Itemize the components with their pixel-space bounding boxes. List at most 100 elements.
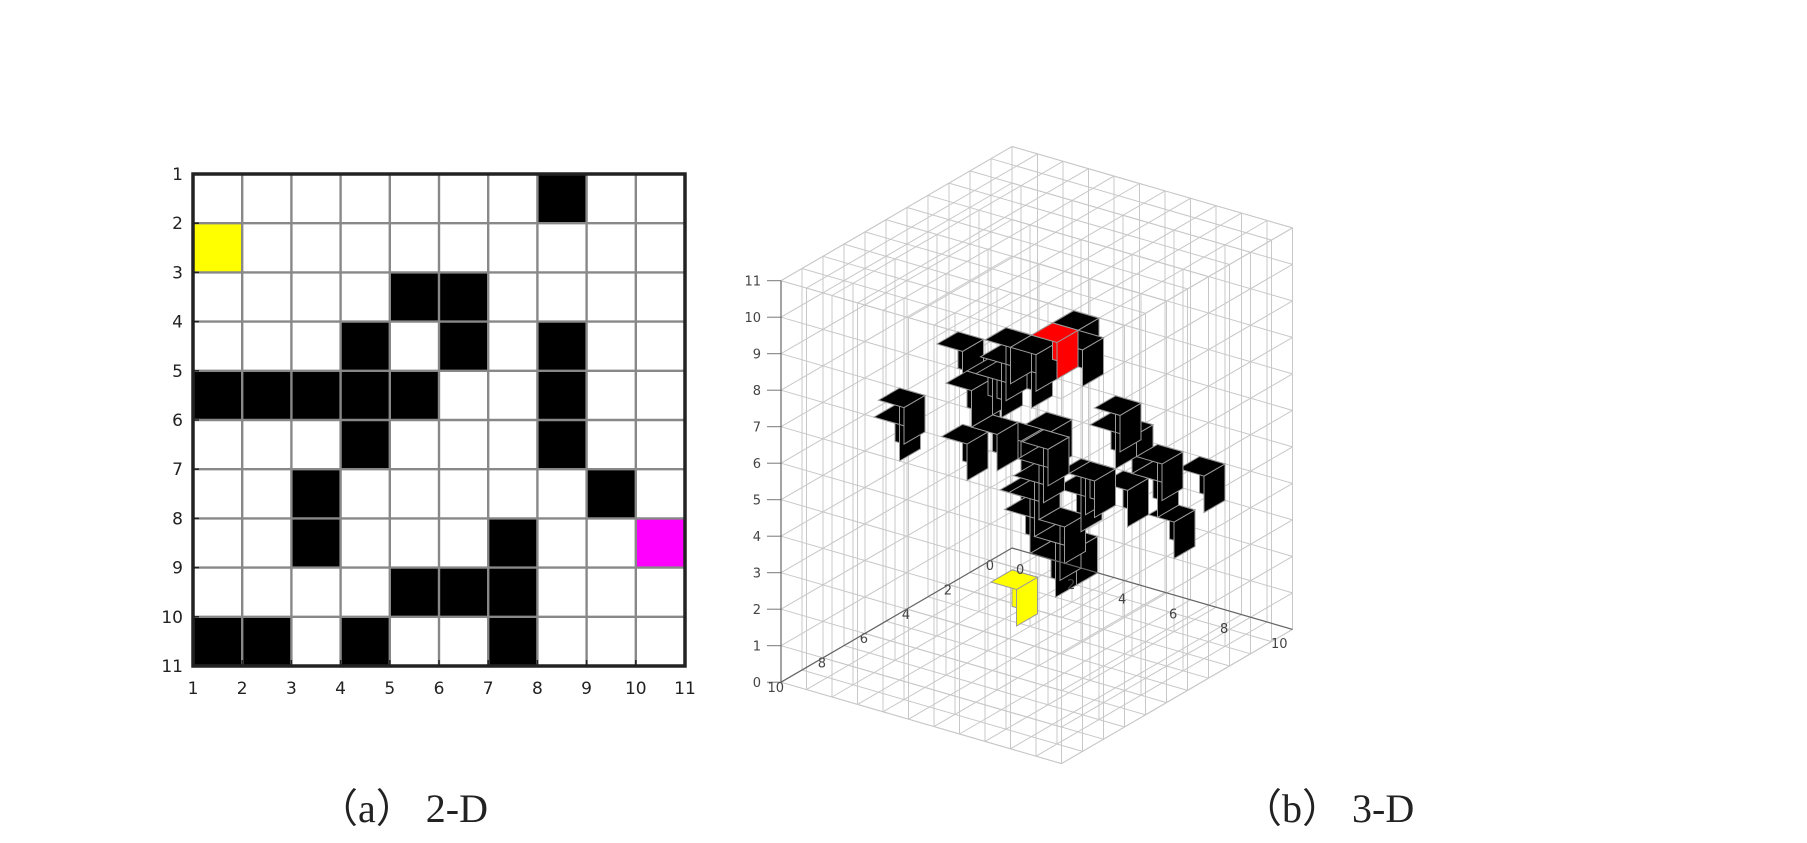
lattice-line: [780, 511, 1013, 647]
lattice-line: [882, 577, 1115, 713]
z-tick-label: 7: [753, 421, 761, 436]
lattice-line: [780, 681, 1062, 765]
lattice-line: [780, 219, 1013, 355]
voxel-face: [989, 569, 1039, 591]
row-tick-label: 3: [172, 263, 183, 283]
obstacle-cell: [340, 616, 390, 666]
voxel-face: [1135, 443, 1185, 465]
z-tick-label: 6: [753, 457, 761, 472]
x-axis-line: [1011, 547, 1293, 630]
y-tick-label: 4: [902, 608, 910, 623]
start-voxel: [989, 569, 1039, 627]
y-tick-label: 10: [767, 681, 784, 696]
obstacle-cell: [291, 518, 341, 568]
x-tick-label: 6: [1169, 607, 1177, 622]
row-tick-label: 4: [172, 313, 183, 333]
obstacle-cell: [488, 616, 538, 666]
lattice-line: [882, 175, 1115, 311]
lattice-line: [1011, 255, 1293, 338]
obstacle-voxel: [1135, 443, 1185, 502]
obstacle-voxel: [970, 414, 1020, 472]
y-tick-label: 0: [986, 559, 994, 574]
goal-cell: [635, 518, 685, 568]
voxel-face: [935, 331, 985, 352]
grid-lines: [193, 174, 685, 666]
voxel-face: [1093, 395, 1143, 416]
obstacle-cell: [537, 321, 587, 371]
lattice-line: [857, 569, 1089, 705]
obstacle-cell: [389, 370, 439, 420]
voxel-cubes: [872, 310, 1227, 627]
lattice-line: [959, 197, 1191, 333]
obstacle-voxel: [877, 387, 927, 445]
lattice-line: [1061, 628, 1293, 765]
caption-3d: （b） 3-D: [1242, 786, 1415, 831]
row-tick-label: 8: [172, 509, 183, 529]
x-tick-label: 0: [1016, 563, 1024, 578]
y-tick-label: 2: [944, 583, 952, 598]
lattice-line: [864, 231, 1146, 314]
obstacle-voxel: [940, 423, 990, 482]
obstacle-cell: [439, 321, 489, 371]
z-tick-label: 5: [753, 494, 761, 509]
lattice-line: [908, 584, 1140, 720]
lattice-line: [780, 499, 1062, 582]
obstacle-cell: [537, 420, 587, 470]
col-tick-label: 8: [532, 679, 543, 699]
obstacle-cell: [488, 567, 538, 617]
z-tick-label: 3: [753, 567, 761, 582]
y-tick-label: 8: [818, 657, 826, 672]
lattice-line: [1011, 146, 1293, 229]
lattice-line: [1061, 519, 1293, 655]
obstacle-cell: [340, 321, 390, 371]
obstacle-cell: [242, 616, 292, 666]
voxel-face: [1030, 322, 1080, 344]
lattice-line: [1035, 621, 1268, 757]
z-tick-label: 4: [753, 530, 761, 545]
col-tick-label: 7: [483, 679, 494, 699]
col-tick-label: 11: [674, 679, 696, 699]
obstacle-voxel: [1093, 395, 1143, 453]
obstacle-voxel: [1009, 334, 1059, 393]
col-tick-label: 4: [335, 679, 346, 699]
lattice-line: [1061, 555, 1293, 692]
lattice-line: [927, 596, 1209, 679]
obstacle-voxel: [1021, 429, 1071, 487]
axes-3d: 0 1 2 3 4 5 6 7 8 9 10 11 0 2 4 6 8 10 0 2 4 6 8 10: [744, 275, 1293, 696]
obstacle-voxel: [944, 370, 994, 428]
obstacle-cell: [389, 567, 439, 617]
obstacle-voxel: [1055, 329, 1105, 388]
z-tick-label: 11: [744, 275, 761, 290]
z-tick-label: 2: [753, 603, 761, 618]
z-tick-label: 1: [753, 640, 761, 655]
lattice-line: [885, 620, 1167, 704]
x-tick-label: 8: [1220, 622, 1228, 637]
z-tick-label: 0: [753, 676, 761, 691]
lattice-line: [908, 183, 1140, 319]
lattice-line: [806, 153, 1038, 289]
lattice-line: [1061, 592, 1293, 728]
voxel-face: [1067, 460, 1117, 482]
voxel-face: [1021, 429, 1071, 450]
lattice-line: [1061, 336, 1293, 473]
col-tick-label: 10: [625, 679, 647, 699]
obstacle-cell: [389, 272, 439, 322]
lattice-line: [984, 606, 1217, 742]
lattice-line: [1061, 300, 1293, 436]
obstacle-cell: [291, 370, 341, 420]
z-tick-label: 8: [753, 384, 761, 399]
lattice-line: [831, 160, 1064, 296]
voxel-map-3d: 0 1 2 3 4 5 6 7 8 9 10 11 0 2 4 6 8 10 0 2 4 6 8 10: [744, 146, 1293, 765]
obstacle-cell: [242, 370, 292, 420]
col-tick-label: 5: [384, 679, 395, 699]
lattice-line: [780, 462, 1062, 546]
obstacle-cell: [340, 370, 390, 420]
row-tick-label: 10: [161, 608, 183, 628]
obstacle-cell: [340, 420, 390, 470]
col-tick-label: 3: [286, 679, 297, 699]
lattice-line: [780, 146, 1013, 282]
y-tick-label: 6: [860, 632, 868, 647]
obstacle-cell: [537, 174, 587, 224]
